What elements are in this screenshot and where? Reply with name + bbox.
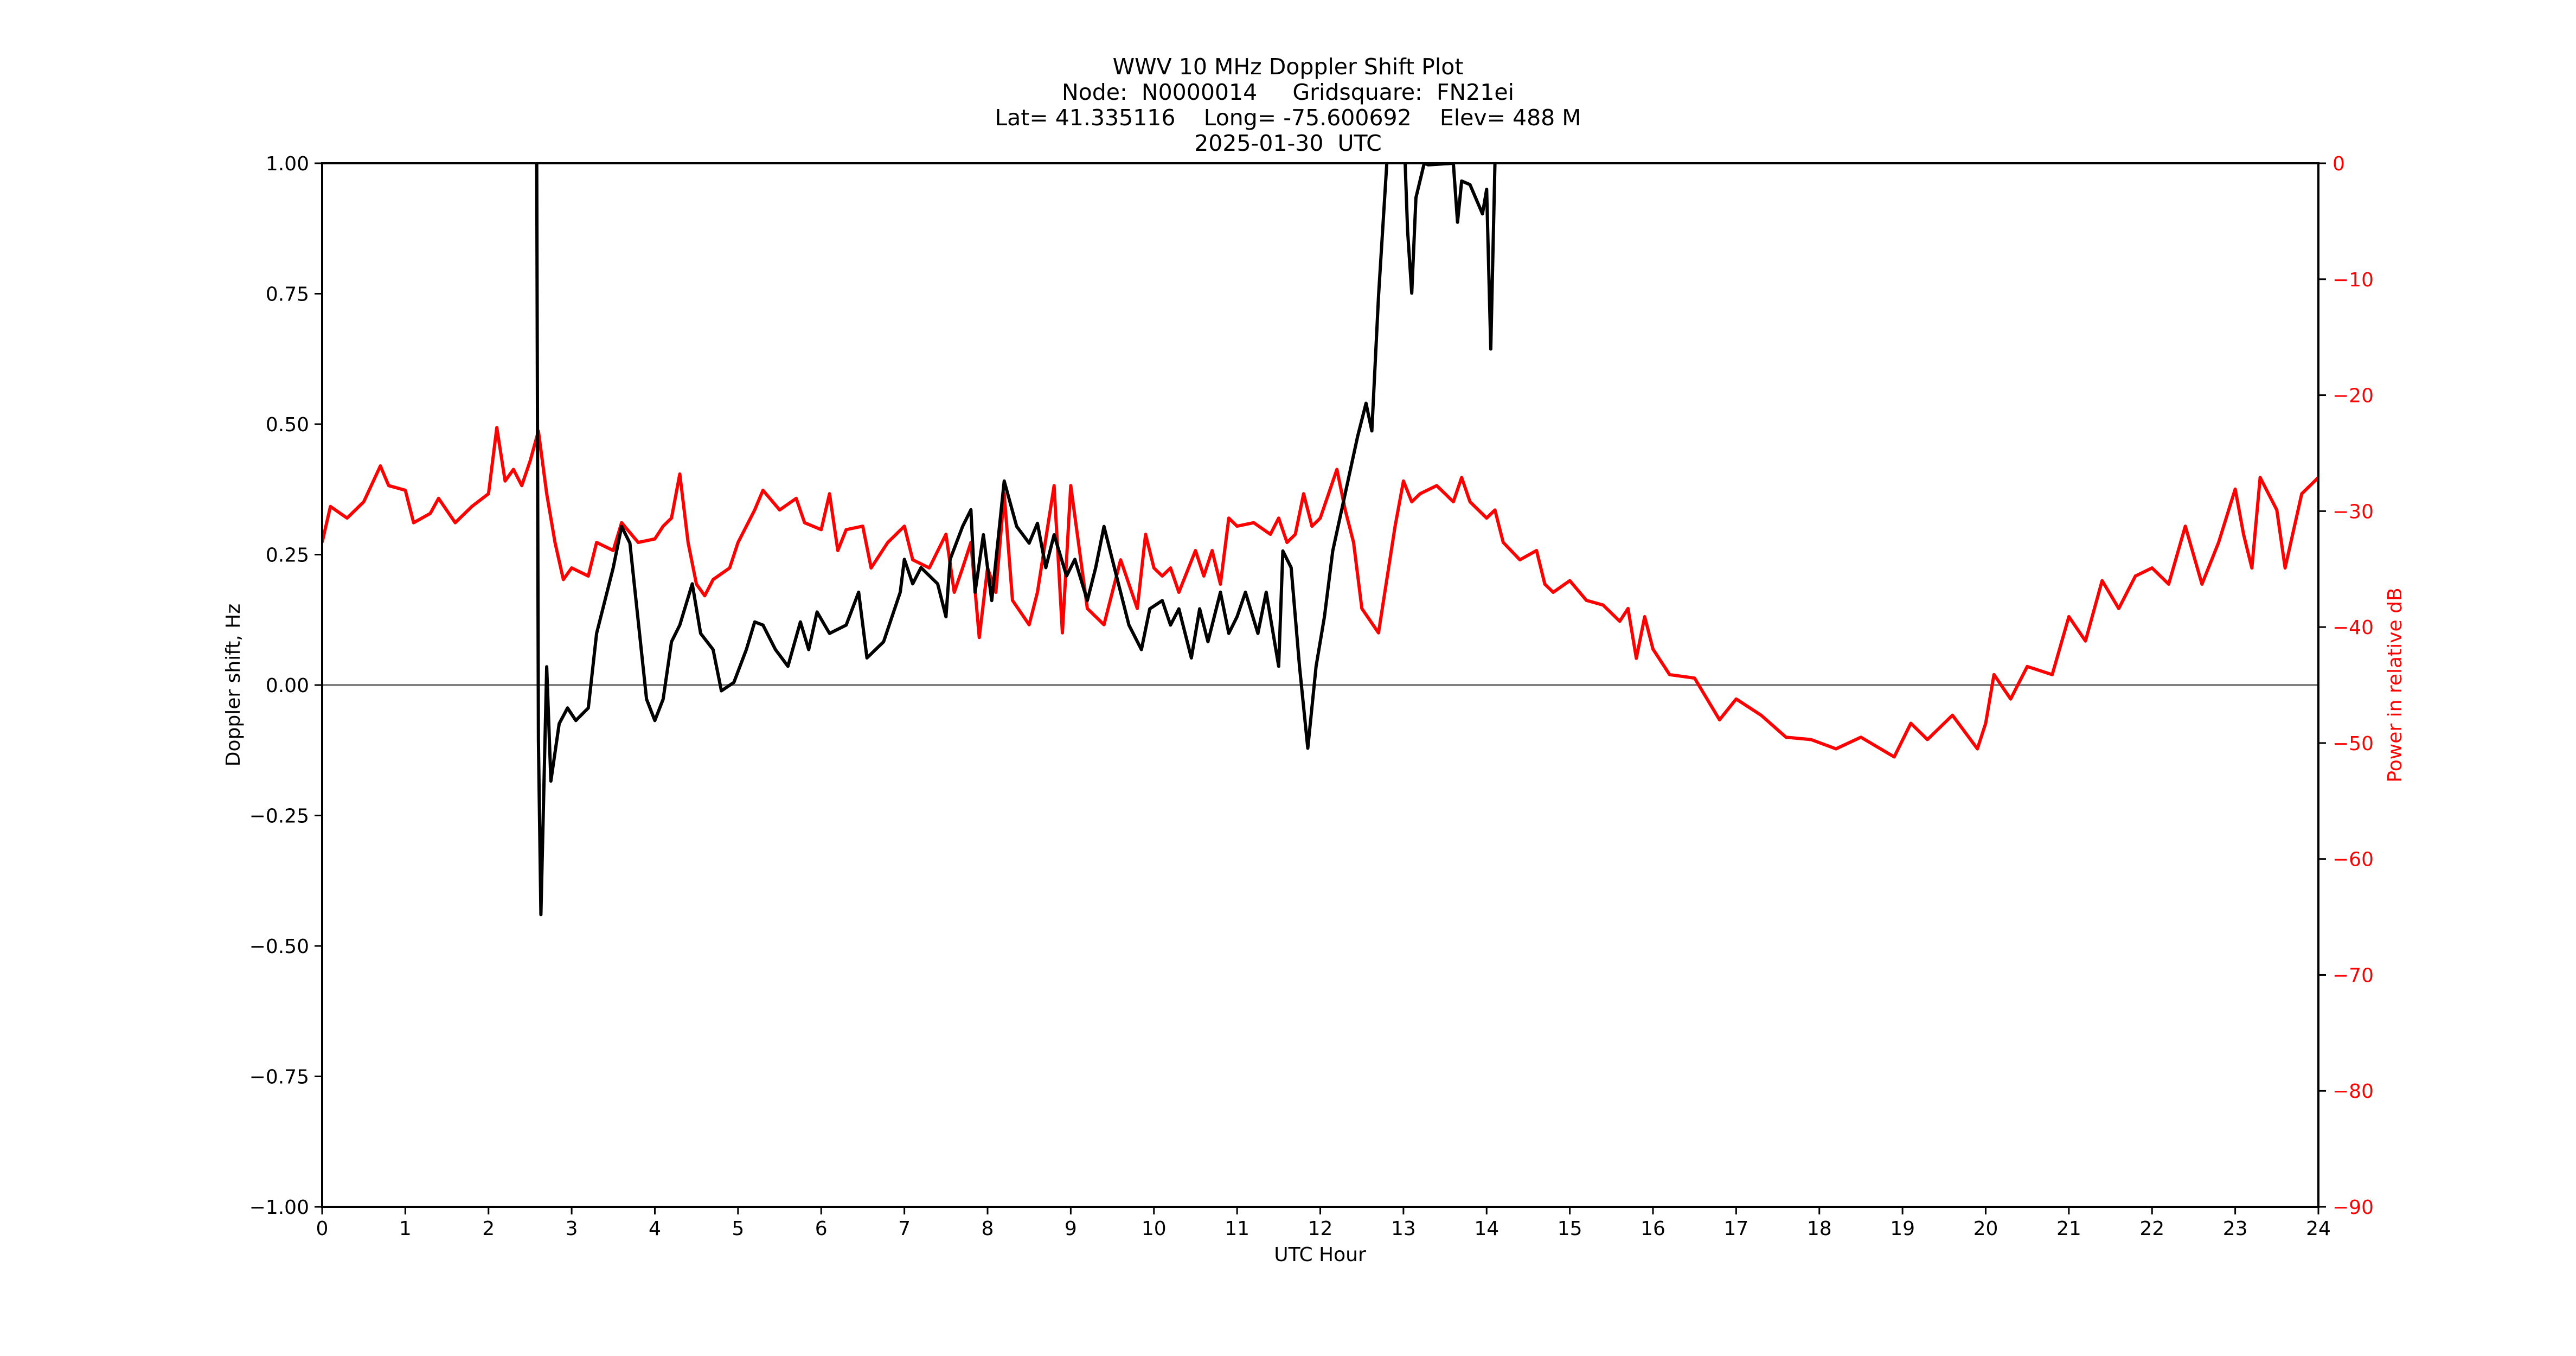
x-axis-ticks: 0 1 2 3 4 5 6 7 8 9 10 11 12 13 14 15 16 17 18 19 20 21 22 23 24 [316, 1207, 2331, 1240]
chart-title: WWV 10 MHz Doppler Shift Plot [1112, 54, 1464, 80]
x-tick-label: 4 [649, 1218, 661, 1240]
y-tick-label: 0.00 [266, 675, 309, 697]
x-tick-label: 10 [1142, 1218, 1167, 1240]
y2-tick-label: −40 [2333, 617, 2374, 639]
x-tick-label: 5 [732, 1218, 744, 1240]
y-tick-label: 0.75 [266, 284, 309, 306]
y2-axis-label: Power in relative dB [2384, 587, 2406, 782]
y-tick-label: 1.00 [266, 153, 309, 175]
x-tick-label: 18 [1807, 1218, 1832, 1240]
x-tick-label: 12 [1308, 1218, 1333, 1240]
x-tick-label: 23 [2223, 1218, 2248, 1240]
y-tick-label: −0.25 [249, 805, 309, 828]
x-tick-label: 20 [1973, 1218, 1998, 1240]
y2-tick-label: −80 [2333, 1080, 2374, 1103]
x-tick-label: 14 [1474, 1218, 1499, 1240]
x-tick-label: 9 [1065, 1218, 1077, 1240]
x-tick-label: 13 [1391, 1218, 1416, 1240]
x-tick-label: 11 [1225, 1218, 1249, 1240]
chart-subtitle-location: Lat= 41.335116 Long= -75.600692 Elev= 48… [995, 105, 1581, 131]
x-tick-label: 8 [982, 1218, 994, 1240]
y-tick-label: 0.50 [266, 414, 309, 436]
y-axis-ticks: 1.00 0.75 0.50 0.25 0.00 −0.25 −0.50 −0.75 −1.00 [249, 153, 322, 1219]
x-axis-label: UTC Hour [1274, 1244, 1366, 1266]
chart-subtitle-date: 2025-01-30 UTC [1194, 130, 1382, 156]
x-tick-label: 1 [399, 1218, 412, 1240]
y2-tick-label: 0 [2333, 153, 2345, 175]
x-tick-label: 15 [1558, 1218, 1582, 1240]
y-tick-label: −0.75 [249, 1066, 309, 1089]
y2-tick-label: −90 [2333, 1197, 2374, 1219]
y-tick-label: −0.50 [249, 936, 309, 958]
y-axis-label: Doppler shift, Hz [222, 604, 245, 766]
y2-tick-label: −20 [2333, 385, 2374, 407]
doppler-series-line [535, 163, 1497, 917]
power-series-line [322, 426, 2318, 759]
x-tick-label: 21 [2056, 1218, 2081, 1240]
x-tick-label: 22 [2139, 1218, 2164, 1240]
x-tick-label: 19 [1890, 1218, 1915, 1240]
y2-tick-label: −30 [2333, 501, 2374, 523]
x-tick-label: 16 [1641, 1218, 1665, 1240]
x-tick-label: 6 [815, 1218, 828, 1240]
chart-subtitle-node: Node: N0000014 Gridsquare: FN21ei [1062, 79, 1514, 105]
y2-tick-label: −70 [2333, 964, 2374, 987]
y-tick-label: 0.25 [266, 545, 309, 567]
x-tick-label: 0 [316, 1218, 329, 1240]
x-tick-label: 3 [566, 1218, 578, 1240]
x-tick-label: 2 [482, 1218, 495, 1240]
y2-tick-label: −50 [2333, 733, 2374, 755]
x-tick-label: 17 [1723, 1218, 1748, 1240]
x-tick-label: 7 [898, 1218, 911, 1240]
y2-tick-label: −60 [2333, 849, 2374, 871]
chart-title-block: WWV 10 MHz Doppler Shift Plot Node: N000… [0, 54, 2576, 156]
y2-axis-ticks: 0 −10 −20 −30 −40 −50 −60 −70 −80 −90 [2318, 153, 2374, 1219]
x-tick-label: 24 [2306, 1218, 2331, 1240]
y2-tick-label: −10 [2333, 269, 2374, 291]
y-tick-label: −1.00 [249, 1197, 309, 1219]
